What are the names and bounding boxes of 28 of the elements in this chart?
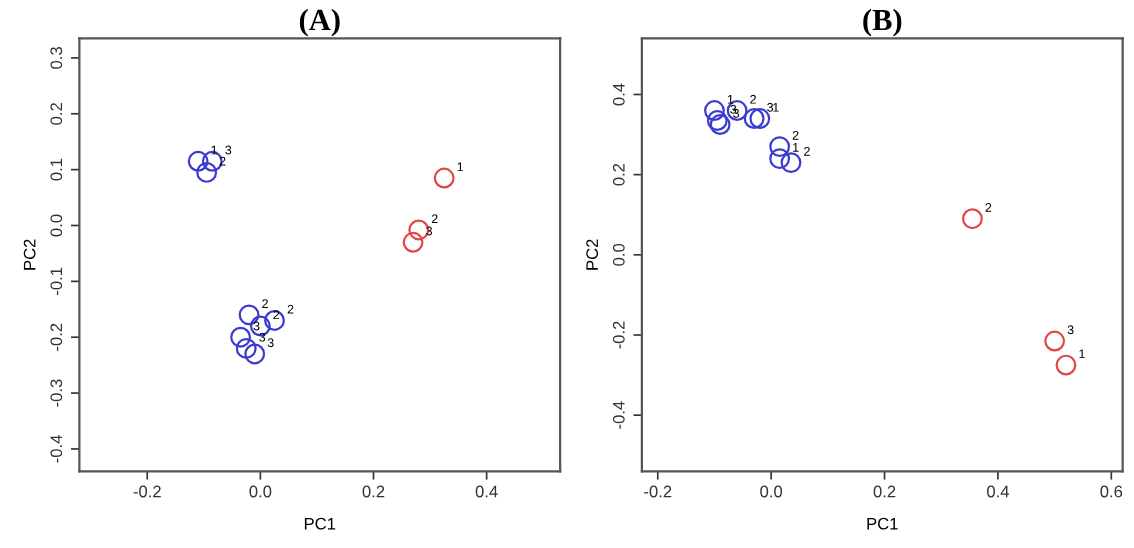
y-tick-label: 0.2	[612, 163, 625, 186]
x-tick-label: 0.4	[987, 485, 1010, 498]
y-tick-label: -0.1	[50, 267, 63, 295]
x-tick-label: 0.6	[1100, 485, 1123, 498]
x-tick-label: 0.0	[249, 485, 272, 498]
y-axis-title: PC2	[586, 239, 599, 270]
y-tick-label: -0.2	[50, 323, 63, 351]
x-tick-label: 0.4	[475, 485, 498, 498]
x-axis-title: PC1	[867, 517, 898, 530]
x-tick-label: 0.2	[873, 485, 896, 498]
x-axis-title: PC1	[304, 517, 336, 530]
y-axis-title: PC2	[23, 239, 36, 270]
y-tick-label: 0.0	[50, 214, 63, 237]
x-tick-label: -0.2	[133, 485, 161, 498]
y-tick-label: -0.4	[612, 401, 625, 429]
y-tick-label: 0.3	[50, 47, 63, 69]
chart-title: (B)	[863, 8, 902, 37]
y-tick-label: 0.2	[50, 103, 63, 125]
y-tick-label: 0.0	[612, 243, 625, 266]
y-tick-label: -0.2	[612, 321, 625, 349]
x-tick-label: 0.2	[362, 485, 385, 498]
y-tick-label: -0.3	[50, 379, 63, 407]
x-tick-label: -0.2	[644, 485, 672, 498]
y-tick-label: 0.4	[612, 83, 625, 106]
y-tick-label: -0.4	[50, 435, 63, 463]
x-tick-label: 0.0	[760, 485, 783, 498]
y-tick-label: 0.1	[50, 158, 63, 181]
chart-title: (A)	[299, 8, 340, 37]
